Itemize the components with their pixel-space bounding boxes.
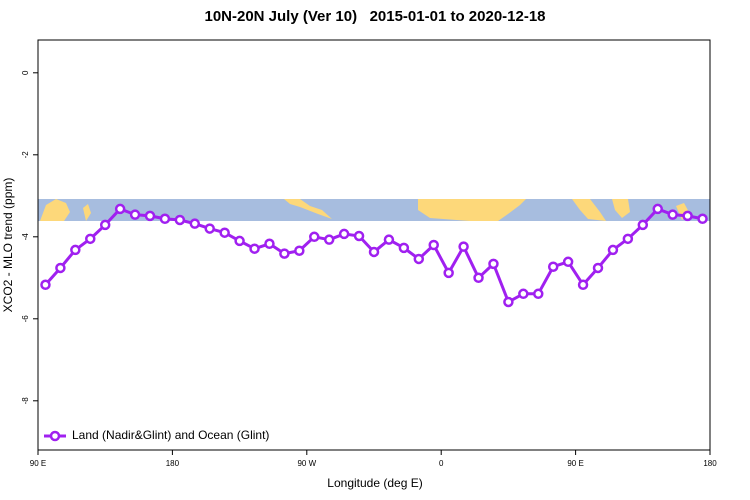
data-point — [622, 233, 634, 245]
plot-frame — [37, 39, 711, 451]
data-point — [70, 244, 81, 256]
data-point — [249, 243, 260, 254]
x-tick-label: 180 — [166, 459, 180, 468]
data-point — [652, 203, 663, 215]
data-point — [114, 203, 126, 215]
data-point — [413, 253, 425, 265]
data-point — [279, 248, 290, 259]
data-point — [368, 246, 380, 258]
y-tick-label: -6 — [21, 315, 30, 323]
map-strip — [38, 199, 710, 221]
data-point — [85, 233, 96, 245]
data-point — [99, 219, 111, 231]
data-point — [562, 256, 574, 268]
data-point — [189, 218, 201, 229]
data-point — [577, 279, 589, 291]
data-point — [129, 209, 141, 220]
chart-title: 10N-20N July (Ver 10) 2015-01-01 to 2020… — [204, 8, 545, 25]
y-tick-label: 0 — [21, 70, 30, 75]
data-point — [443, 267, 454, 279]
data-point — [338, 228, 350, 240]
data-point — [697, 213, 708, 225]
data-point — [159, 213, 171, 225]
data-point — [547, 261, 559, 272]
data-point — [518, 288, 529, 300]
data-point — [294, 245, 305, 256]
data-point — [264, 238, 275, 250]
data-point — [473, 272, 484, 284]
data-point — [204, 223, 215, 234]
data-point — [219, 227, 230, 238]
data-point — [383, 234, 395, 245]
data-point — [428, 239, 439, 251]
data-point — [592, 262, 604, 274]
data-point — [353, 230, 365, 242]
data-point — [398, 242, 410, 254]
data-point — [488, 258, 499, 270]
data-point — [55, 262, 66, 274]
data-point — [667, 209, 678, 220]
y-tick-label: -8 — [21, 397, 30, 405]
data-point — [458, 241, 469, 252]
x-tick-label: 0 — [439, 459, 444, 468]
data-point — [174, 214, 186, 226]
y-tick-label: -2 — [21, 151, 30, 159]
x-tick-label: 90 W — [297, 459, 316, 468]
data-point — [309, 231, 320, 243]
data-point — [323, 234, 335, 245]
legend-marker — [49, 430, 61, 442]
x-tick-label: 180 — [703, 459, 717, 468]
legend-label: Land (Nadir&Glint) and Ocean (Glint) — [72, 428, 269, 442]
data-point — [533, 288, 544, 300]
y-axis-label: XCO2 - MLO trend (ppm) — [1, 178, 15, 313]
data-point — [234, 235, 245, 247]
data-point — [682, 210, 693, 222]
data-point — [503, 296, 514, 308]
data-point — [40, 279, 51, 291]
data-point — [637, 219, 649, 231]
y-tick-label: -4 — [21, 233, 30, 241]
x-tick-label: 90 E — [30, 459, 46, 468]
data-point — [144, 210, 156, 222]
data-point — [607, 244, 619, 256]
x-axis-label: Longitude (deg E) — [327, 476, 422, 490]
x-tick-label: 90 E — [567, 459, 583, 468]
